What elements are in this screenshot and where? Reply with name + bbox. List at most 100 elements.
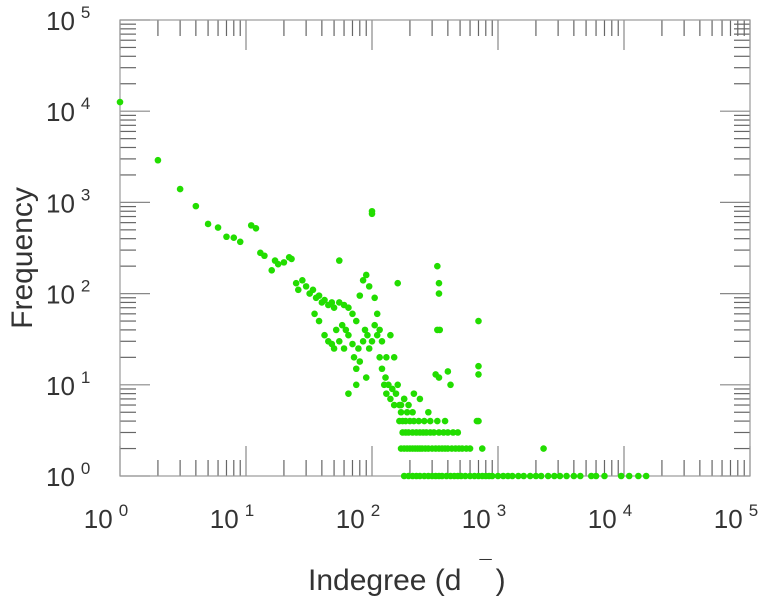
data-point	[570, 472, 578, 480]
data-point	[394, 381, 402, 389]
x-tick-label: 10 5	[714, 501, 758, 534]
data-point	[387, 395, 394, 403]
data-point	[268, 267, 276, 274]
data-point	[587, 472, 595, 480]
data-point	[292, 279, 300, 287]
data-point	[475, 362, 482, 370]
data-point	[223, 233, 230, 241]
x-tick-label: 10 4	[588, 501, 632, 534]
data-point	[426, 417, 434, 425]
data-point	[371, 321, 378, 329]
data-point	[365, 283, 373, 290]
data-point	[315, 317, 323, 325]
data-point	[302, 283, 310, 290]
data-point	[349, 340, 356, 348]
data-point	[342, 326, 350, 334]
data-point	[368, 210, 376, 218]
data-point	[356, 292, 364, 299]
data-point	[373, 331, 381, 339]
y-tick-label: 10 1	[46, 368, 90, 401]
data-point	[526, 472, 534, 480]
data-point	[625, 472, 633, 480]
data-point	[389, 385, 396, 393]
data-point	[435, 429, 443, 436]
data-point	[230, 234, 238, 242]
data-point	[532, 472, 540, 480]
data-point	[335, 337, 343, 345]
x-axis-label: Indegree (d ¯)	[308, 556, 506, 597]
data-point	[478, 445, 486, 452]
y-axis-label: Frequency	[6, 187, 39, 329]
data-point	[345, 331, 352, 339]
data-point	[551, 472, 558, 480]
data-point	[364, 331, 371, 339]
data-point	[261, 252, 268, 260]
data-point	[390, 401, 398, 409]
x-tick-label: 10 3	[462, 501, 506, 534]
data-point	[368, 337, 376, 345]
data-point	[383, 354, 390, 361]
data-point	[362, 374, 370, 381]
data-point	[425, 408, 432, 416]
data-point	[340, 345, 348, 352]
data-point	[441, 417, 449, 425]
data-point	[311, 310, 318, 318]
data-point	[473, 417, 481, 425]
data-point	[252, 225, 260, 232]
data-point	[321, 296, 328, 304]
y-tick-label: 10 0	[46, 459, 90, 492]
data-point	[321, 331, 328, 339]
data-point	[435, 290, 443, 297]
data-point	[556, 472, 564, 480]
data-point	[378, 365, 386, 373]
x-tick-labels: 10 0 10 1 10 2 10 3 10 4 10 5	[84, 501, 758, 534]
data-point	[454, 429, 462, 436]
data-point	[601, 472, 608, 480]
data-point	[537, 472, 545, 480]
data-point	[515, 472, 522, 480]
data-point	[365, 345, 373, 352]
data-point	[204, 220, 212, 228]
data-point	[328, 299, 336, 306]
data-point	[435, 279, 443, 287]
data-point	[352, 317, 360, 325]
data-point	[540, 445, 547, 452]
x-tick-label: 10 1	[210, 501, 254, 534]
data-point	[236, 238, 244, 246]
data-point	[635, 472, 642, 480]
x-tick-label: 10 0	[84, 501, 128, 534]
data-point	[349, 310, 356, 318]
data-points	[116, 98, 650, 480]
data-point	[466, 445, 474, 452]
data-point	[410, 390, 418, 397]
data-point	[475, 371, 482, 378]
data-point	[397, 408, 405, 416]
data-point	[373, 310, 381, 318]
data-point	[116, 98, 124, 106]
data-point	[434, 262, 441, 270]
data-point	[403, 408, 411, 416]
data-point	[390, 354, 398, 361]
y-tick-label: 10 2	[46, 277, 90, 310]
data-point	[475, 317, 482, 325]
data-point	[383, 390, 390, 397]
data-point	[447, 381, 454, 389]
y-tick-label: 10 5	[46, 3, 90, 36]
data-point	[544, 472, 552, 480]
data-point	[405, 401, 412, 409]
data-point	[494, 472, 502, 480]
data-point	[420, 417, 428, 425]
data-point	[335, 257, 343, 264]
data-point	[520, 472, 528, 480]
data-point	[376, 354, 383, 361]
data-point	[214, 224, 222, 231]
data-point	[176, 185, 184, 193]
data-point	[434, 417, 441, 425]
axis-ticks	[119, 19, 751, 477]
data-point	[577, 472, 584, 480]
data-point	[396, 401, 403, 409]
y-tick-label: 10 4	[46, 94, 90, 127]
data-point	[642, 472, 650, 480]
data-point	[247, 222, 255, 229]
